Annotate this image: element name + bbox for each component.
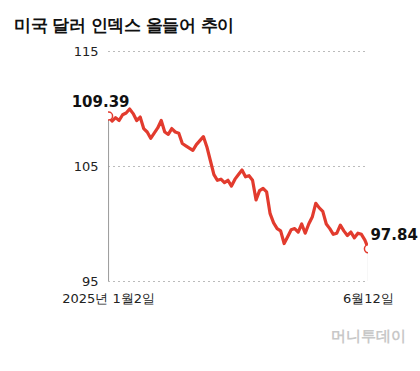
svg-text:2025년 1월2일: 2025년 1월2일: [62, 291, 155, 306]
svg-text:105: 105: [74, 159, 99, 174]
svg-text:6월12일: 6월12일: [343, 291, 394, 306]
html-text:머니투데이: 머니투데이: [331, 327, 406, 345]
svg-text:97.84: 97.84: [370, 226, 417, 244]
svg-text:109.39: 109.39: [72, 93, 130, 111]
svg-text:115: 115: [74, 44, 99, 59]
html-text:미국 달러 인덱스 올들어 추이: 미국 달러 인덱스 올들어 추이: [14, 15, 234, 35]
svg-text:95: 95: [82, 274, 99, 289]
